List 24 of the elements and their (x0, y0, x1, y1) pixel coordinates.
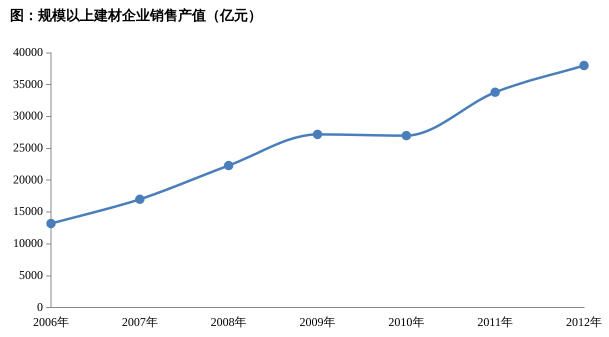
y-tick-label: 35000 (13, 76, 43, 91)
x-tick-label: 2010年 (388, 314, 424, 329)
point (312, 130, 322, 140)
point (490, 88, 500, 98)
y-tick-label: 15000 (13, 204, 43, 218)
y-tick-label: 10000 (13, 236, 43, 250)
point (135, 194, 145, 204)
x-tick-label: 2009年 (300, 314, 336, 329)
y-tick-label: 40000 (13, 44, 43, 59)
x-tick-label: 2012年 (566, 314, 602, 329)
y-tick-label: 20000 (13, 172, 43, 186)
y-tick-label: 0 (37, 300, 43, 314)
x-tick-label: 2008年 (210, 314, 247, 329)
point (224, 160, 234, 170)
y-tick-label: 25000 (13, 140, 43, 155)
point (46, 218, 56, 228)
x-tick-label: 2007年 (122, 314, 158, 329)
y-tick-label: 30000 (13, 108, 43, 123)
x-tick-label: 2011年 (477, 314, 513, 329)
point (402, 130, 412, 140)
point (579, 60, 589, 70)
chart-title: 图：规模以上建材企业销售产值（亿元） (10, 7, 262, 24)
y-tick-label: 5000 (19, 268, 43, 282)
x-tick-label: 2006年 (33, 314, 69, 329)
